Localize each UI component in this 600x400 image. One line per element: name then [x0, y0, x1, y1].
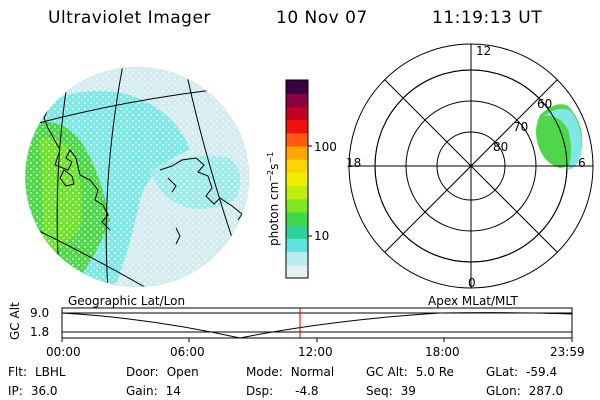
- mlat-label-70: 70: [513, 120, 529, 134]
- x-tick-2359: 23:59: [550, 345, 585, 359]
- mlat-label-60: 60: [537, 97, 553, 111]
- colorbar-segment: [286, 159, 308, 173]
- colorbar-segment: [286, 106, 308, 121]
- altitude-curve: [61, 312, 573, 339]
- status-dsp: Dsp: -4.8: [246, 384, 319, 398]
- colorbar-tick-100: 100: [314, 140, 337, 154]
- colorbar-segment: [286, 172, 308, 187]
- colorbar-segment: [286, 80, 308, 94]
- status-ip: IP: 36.0: [8, 384, 58, 398]
- mlt-label-0: 0: [468, 276, 476, 290]
- mlat-label-80: 80: [493, 140, 509, 154]
- time-label: 11:19:13 UT: [432, 8, 543, 28]
- mlt-label-6: 6: [578, 156, 586, 170]
- polar-plot-label: Apex MLat/MLT: [428, 294, 518, 308]
- x-tick-1800: 18:00: [425, 345, 460, 359]
- status-gc-alt: GC Alt: 5.0 Re: [366, 365, 454, 379]
- colorbar-segment: [286, 238, 308, 253]
- colorbar-segment: [286, 251, 308, 266]
- colorbar-tick-10: 10: [314, 229, 330, 243]
- colorbar-segment: [286, 119, 308, 134]
- status-door: Door: Open: [126, 365, 199, 379]
- colorbar-segment: [286, 264, 308, 279]
- status-filter: Flt: LBHL: [8, 365, 66, 379]
- x-tick-0600: 06:00: [170, 345, 205, 359]
- x-tick-0000: 00:00: [46, 345, 81, 359]
- colorbar-segment: [286, 212, 308, 226]
- date-label: 10 Nov 07: [276, 8, 368, 28]
- geographic-map: [24, 66, 250, 288]
- status-glon: GLon: 287.0: [486, 384, 564, 398]
- colorbar-segment: [286, 146, 308, 160]
- altitude-min-label: 1.8: [30, 325, 50, 339]
- colorbar: [285, 79, 312, 279]
- colorbar-segment: [286, 93, 308, 107]
- altitude-axis-label: GC Alt: [8, 302, 22, 340]
- status-gain: Gain: 14: [126, 384, 181, 398]
- altitude-plot: [61, 307, 573, 342]
- noise-speckle: [25, 67, 249, 287]
- mlt-label-18: 18: [346, 156, 362, 170]
- colorbar-unit-label: photon cm−2s−1: [266, 151, 281, 246]
- altitude-max-label: 9.0: [30, 306, 50, 320]
- colorbar-segment: [286, 198, 308, 213]
- status-seq: Seq: 39: [366, 384, 416, 398]
- colorbar-segment: [286, 185, 308, 200]
- aurora-oval-edge: [544, 108, 582, 170]
- longitude-line: [105, 67, 129, 287]
- geo-map-label: Geographic Lat/Lon: [68, 294, 186, 308]
- polar-plot: [348, 43, 594, 289]
- status-glat: GLat: -59.4: [486, 365, 558, 379]
- mlt-label-12: 12: [476, 44, 492, 58]
- colorbar-segment: [286, 132, 308, 147]
- instrument-title: Ultraviolet Imager: [48, 8, 211, 28]
- status-mode: Mode: Normal: [246, 365, 335, 379]
- colorbar-segment: [286, 225, 308, 239]
- x-tick-1200: 12:00: [298, 345, 333, 359]
